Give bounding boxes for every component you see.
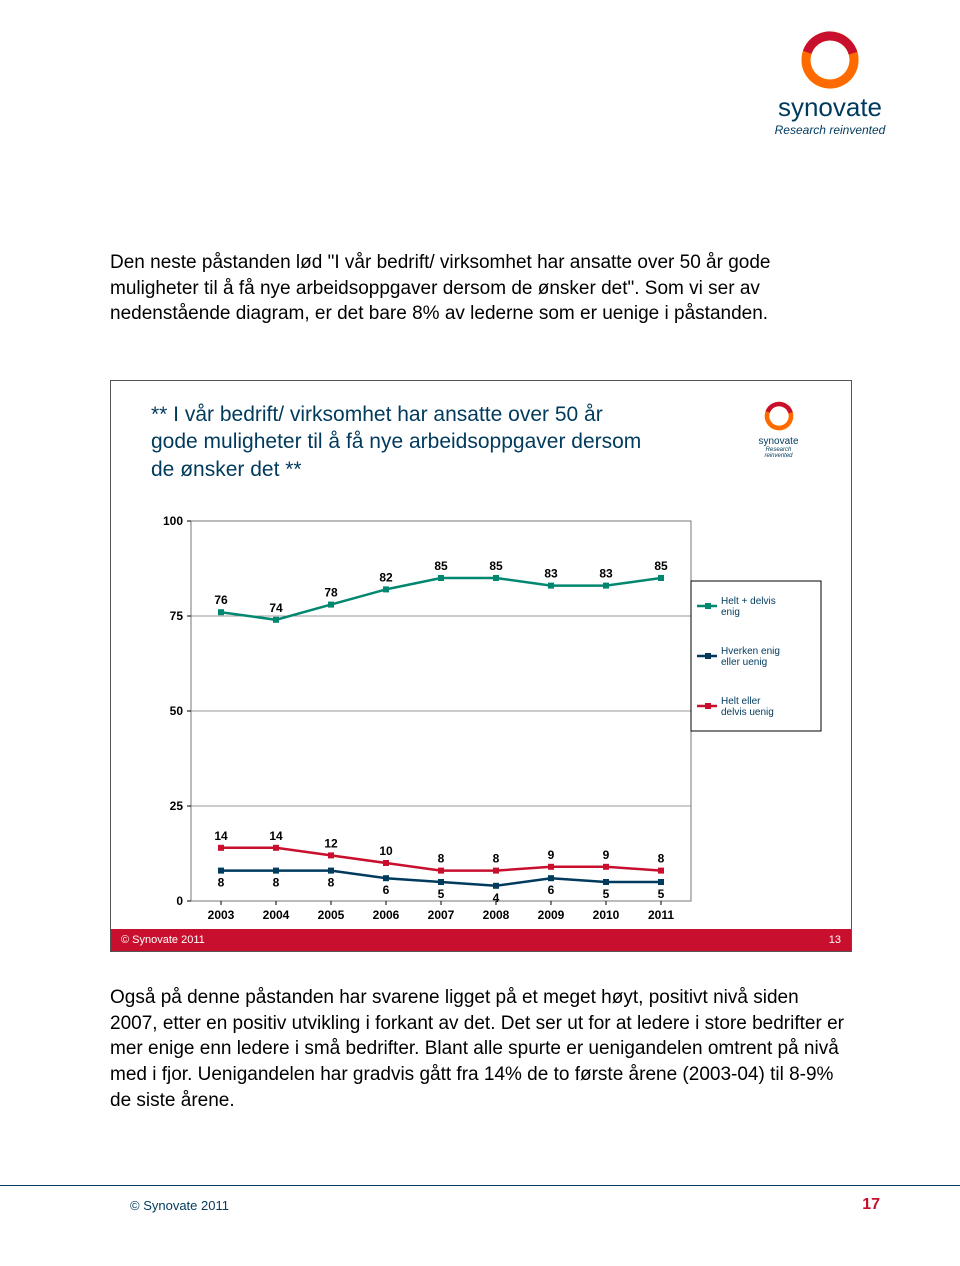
svg-text:2006: 2006 (373, 908, 400, 922)
svg-text:85: 85 (434, 559, 448, 573)
svg-text:Helt + delvis: Helt + delvis (721, 596, 776, 607)
svg-text:eller uenig: eller uenig (721, 657, 767, 668)
svg-text:6: 6 (383, 883, 390, 897)
svg-text:75: 75 (170, 609, 184, 623)
svg-text:5: 5 (438, 887, 445, 901)
svg-text:25: 25 (170, 799, 184, 813)
svg-text:14: 14 (269, 829, 283, 843)
chart-logo: synovate Research reinvented (756, 401, 801, 459)
svg-text:2009: 2009 (538, 908, 565, 922)
svg-text:10: 10 (379, 844, 393, 858)
svg-text:5: 5 (603, 887, 610, 901)
svg-text:2008: 2008 (483, 908, 510, 922)
page-number: 17 (862, 1196, 880, 1214)
logo-ring-icon (800, 30, 860, 90)
svg-text:8: 8 (218, 876, 225, 890)
svg-text:50: 50 (170, 704, 184, 718)
svg-text:83: 83 (599, 567, 613, 581)
svg-text:2011: 2011 (648, 908, 674, 922)
chart-title: ** I vår bedrift/ virksomhet har ansatte… (151, 401, 651, 483)
svg-text:6: 6 (548, 883, 555, 897)
svg-text:14: 14 (214, 829, 228, 843)
svg-text:2005: 2005 (318, 908, 345, 922)
svg-text:Helt eller: Helt eller (721, 696, 761, 707)
chart-footer-right: 13 (829, 934, 841, 946)
svg-text:4: 4 (493, 891, 500, 905)
brand-logo: synovate Research reinvented (750, 30, 910, 137)
svg-text:76: 76 (214, 593, 228, 607)
svg-text:9: 9 (548, 848, 555, 862)
svg-text:8: 8 (493, 852, 500, 866)
svg-text:83: 83 (544, 567, 558, 581)
svg-text:8: 8 (438, 852, 445, 866)
svg-text:2010: 2010 (593, 908, 620, 922)
svg-text:2004: 2004 (263, 908, 290, 922)
svg-text:78: 78 (324, 586, 338, 600)
svg-text:85: 85 (654, 559, 668, 573)
chart-footer-left: © Synovate 2011 (121, 934, 205, 946)
svg-text:5: 5 (658, 887, 665, 901)
svg-text:12: 12 (324, 836, 338, 850)
svg-text:74: 74 (269, 601, 283, 615)
svg-text:82: 82 (379, 570, 393, 584)
svg-text:85: 85 (489, 559, 503, 573)
page-footer: © Synovate 2011 17 (0, 1185, 960, 1226)
intro-paragraph: Den neste påstanden lød "I vår bedrift/ … (110, 250, 850, 327)
outro-paragraph: Også på denne påstanden har svarene ligg… (110, 985, 850, 1113)
page-copyright: © Synovate 2011 (130, 1198, 229, 1213)
svg-text:8: 8 (273, 876, 280, 890)
svg-text:8: 8 (328, 876, 335, 890)
chart-footer-bar: © Synovate 2011 13 (111, 929, 851, 951)
svg-text:2003: 2003 (208, 908, 235, 922)
line-chart: 0 25 50 75 100 2003 2004 2005 2006 2007 2008 2009 20… (151, 511, 841, 931)
chart-container: ** I vår bedrift/ virksomhet har ansatte… (110, 380, 852, 952)
svg-text:Hverken enig: Hverken enig (721, 646, 780, 657)
brand-name: synovate (750, 92, 910, 123)
svg-text:8: 8 (658, 852, 665, 866)
svg-text:delvis uenig: delvis uenig (721, 707, 774, 718)
svg-text:2007: 2007 (428, 908, 455, 922)
svg-text:0: 0 (176, 894, 183, 908)
page: synovate Research reinvented Den neste p… (0, 0, 960, 1266)
svg-text:100: 100 (163, 514, 183, 528)
svg-text:9: 9 (603, 848, 610, 862)
brand-tagline: Research reinvented (750, 123, 910, 137)
svg-text:enig: enig (721, 607, 740, 618)
